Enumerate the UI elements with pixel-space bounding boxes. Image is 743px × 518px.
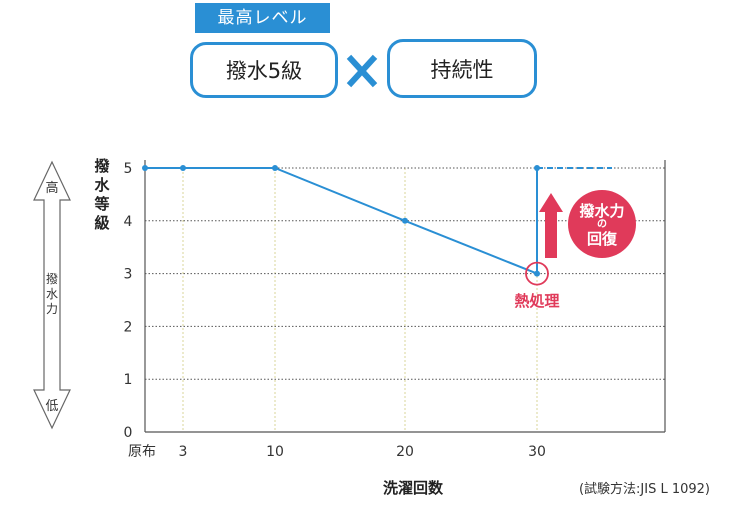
y-tick-label: 4 xyxy=(124,214,133,230)
y-tick-label: 3 xyxy=(124,267,133,283)
x-tick-label: 10 xyxy=(266,444,284,460)
y-axis-title-char: 水 xyxy=(94,176,110,194)
scale-arrow-icon xyxy=(33,160,71,430)
y-axis-title-char: 等 xyxy=(94,195,109,213)
series-line xyxy=(142,165,612,286)
data-point xyxy=(180,165,186,171)
test-method-note: (試験方法:JIS L 1092) xyxy=(579,481,710,497)
y-tick-label: 1 xyxy=(124,372,133,388)
x-tick-label: 原布 xyxy=(128,444,156,460)
recovery-label-line: の xyxy=(597,219,607,230)
data-point xyxy=(142,165,148,171)
top-level-badge: 最高レベル xyxy=(195,3,330,33)
x-ticks: 原布 3 10 20 30 xyxy=(128,444,546,460)
scale-low-label: 低 xyxy=(45,399,58,414)
heat-treatment-label: 熱処理 xyxy=(514,292,559,310)
recovery-arrow-icon xyxy=(539,193,563,258)
recovery-label-line: 回復 xyxy=(587,230,618,248)
recovery-label-line: 撥水力 xyxy=(579,202,624,220)
scale-middle-char: 撥 xyxy=(46,271,58,286)
durability-box: 持続性 xyxy=(387,39,537,98)
heat-treatment-marker xyxy=(525,261,549,286)
y-axis-title-char: 級 xyxy=(94,214,109,232)
x-tick-label: 20 xyxy=(396,444,414,460)
water-repellency-box: 撥水5級 xyxy=(190,42,338,98)
data-point xyxy=(402,217,408,224)
grid xyxy=(144,160,666,433)
y-axis-title-char: 撥 xyxy=(94,157,110,175)
x-tick-label: 3 xyxy=(179,444,188,460)
y-tick-label: 2 xyxy=(124,319,133,335)
x-axis-title: 洗濯回数 xyxy=(383,479,444,497)
scale-middle-label: 撥水力 xyxy=(46,271,58,316)
y-ticks: 0 1 2 3 4 5 xyxy=(124,161,133,441)
multiply-icon xyxy=(346,54,378,88)
y-tick-label: 0 xyxy=(124,425,133,441)
scale-high-label: 高 xyxy=(45,180,58,196)
recovery-badge xyxy=(568,190,636,258)
y-tick-label: 5 xyxy=(124,161,133,177)
scale-middle-char: 力 xyxy=(46,302,58,316)
scale-middle-char: 水 xyxy=(46,287,58,301)
x-tick-label: 30 xyxy=(528,444,546,460)
data-point xyxy=(272,165,278,171)
